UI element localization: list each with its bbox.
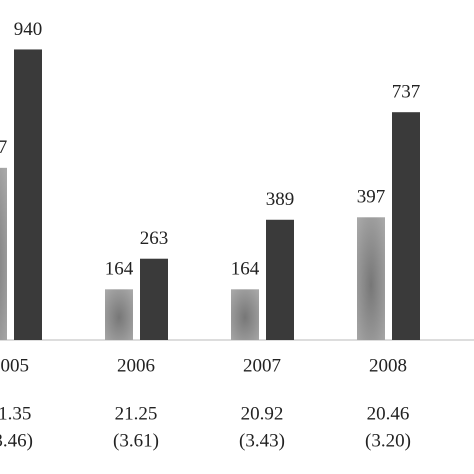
x-tick-label: 2006 xyxy=(117,355,155,376)
bar xyxy=(392,112,420,340)
bar xyxy=(0,167,7,340)
bar xyxy=(14,49,42,341)
bar xyxy=(357,217,385,340)
value-label: 164 xyxy=(105,259,134,280)
value-label: 737 xyxy=(392,82,421,103)
value-label: 164 xyxy=(231,259,260,280)
value-label: 940 xyxy=(14,19,43,40)
bar xyxy=(140,258,168,340)
value-label: 389 xyxy=(266,189,295,210)
annotation: 21.35 xyxy=(0,403,31,424)
annotation: (3.43) xyxy=(239,430,285,451)
annotation: 20.92 xyxy=(241,403,284,424)
x-tick-label: 2007 xyxy=(243,355,281,376)
x-tick-label: 2008 xyxy=(369,355,407,376)
bar xyxy=(231,289,259,340)
value-label: 263 xyxy=(140,228,169,249)
x-tick-label: 2005 xyxy=(0,355,29,376)
annotation: 20.46 xyxy=(367,403,410,424)
annotation: (3.20) xyxy=(365,430,411,451)
value-label: 397 xyxy=(357,187,386,208)
annotation: 21.25 xyxy=(115,403,158,424)
annotation: (3.46) xyxy=(0,430,33,451)
bar xyxy=(105,289,133,340)
value-label: 557 xyxy=(0,137,7,158)
annotation: (3.61) xyxy=(113,430,159,451)
bar xyxy=(266,219,294,340)
